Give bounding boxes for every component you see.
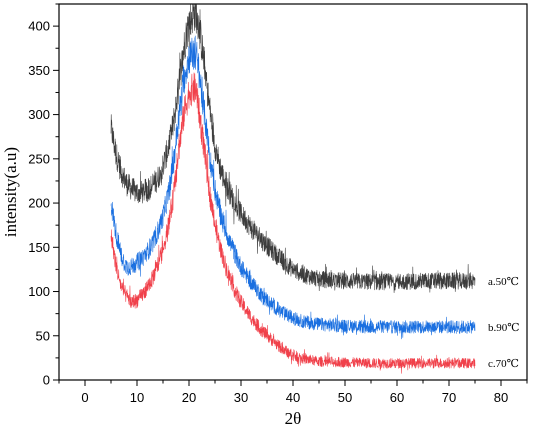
x-tick-label: 60 — [390, 390, 404, 405]
x-axis-title: 2θ — [285, 409, 302, 428]
y-tick-label: 300 — [28, 107, 50, 122]
y-tick-label: 200 — [28, 196, 50, 211]
x-tick-label: 80 — [494, 390, 508, 405]
y-tick-label: 100 — [28, 284, 50, 299]
y-tick-label: 250 — [28, 151, 50, 166]
y-tick-label: 0 — [43, 373, 50, 388]
series-label: c.70℃ — [488, 358, 519, 370]
y-tick-label: 350 — [28, 63, 50, 78]
x-tick-label: 30 — [234, 390, 248, 405]
series-line — [110, 3, 476, 293]
series-line — [110, 35, 476, 340]
x-tick-label: 70 — [442, 390, 456, 405]
series-line — [110, 72, 476, 374]
x-tick-label: 20 — [182, 390, 196, 405]
series-labels: a.50℃ b.90℃ c.70℃ — [488, 276, 520, 370]
series-layer — [110, 3, 476, 374]
series-label: b.90℃ — [488, 322, 520, 334]
x-tick-label: 40 — [286, 390, 300, 405]
x-tick-label: 50 — [338, 390, 352, 405]
y-tick-label: 150 — [28, 240, 50, 255]
y-tick-label: 400 — [28, 19, 50, 34]
series-label: a.50℃ — [488, 276, 519, 288]
ticks-layer: 0 10 20 30 40 50 60 70 80 0 50 100 150 200 250 300 350 40… — [28, 3, 528, 405]
x-tick-label: 0 — [81, 390, 88, 405]
y-tick-label: 50 — [36, 328, 50, 343]
x-tick-label: 10 — [130, 390, 144, 405]
y-axis-title: intensity(a.u) — [1, 147, 20, 237]
